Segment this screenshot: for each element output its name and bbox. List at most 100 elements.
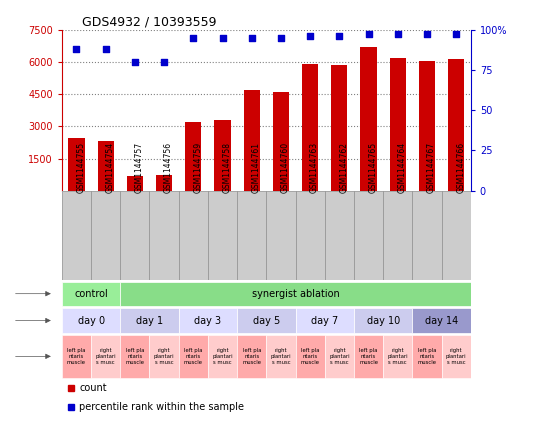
Point xyxy=(393,31,402,38)
Bar xyxy=(360,47,377,191)
Bar xyxy=(302,64,318,191)
Text: day 7: day 7 xyxy=(311,316,338,326)
Text: percentile rank within the sample: percentile rank within the sample xyxy=(80,402,244,412)
Text: GSM1144765: GSM1144765 xyxy=(369,142,378,193)
Point xyxy=(335,33,344,39)
Bar xyxy=(150,335,179,378)
Bar xyxy=(208,191,237,280)
Bar xyxy=(179,191,208,280)
Text: GSM1144757: GSM1144757 xyxy=(135,142,144,193)
Bar xyxy=(331,65,348,191)
Bar xyxy=(121,191,150,280)
Bar xyxy=(412,335,442,378)
Bar xyxy=(448,59,464,191)
Bar xyxy=(442,335,471,378)
Bar xyxy=(442,191,471,280)
Text: day 1: day 1 xyxy=(136,316,163,326)
Bar xyxy=(237,191,266,280)
Bar xyxy=(62,335,91,378)
Bar xyxy=(237,308,295,332)
Text: GDS4932 / 10393559: GDS4932 / 10393559 xyxy=(82,16,217,28)
Bar xyxy=(412,308,471,332)
Bar xyxy=(185,122,201,191)
Text: day 5: day 5 xyxy=(253,316,280,326)
Bar xyxy=(354,335,383,378)
Bar xyxy=(98,141,114,191)
Bar xyxy=(273,92,289,191)
Bar xyxy=(68,138,84,191)
Bar xyxy=(91,191,121,280)
Text: GSM1144754: GSM1144754 xyxy=(105,142,115,193)
Point xyxy=(452,31,461,38)
Point xyxy=(364,31,373,38)
Point xyxy=(218,34,227,41)
Text: GSM1144760: GSM1144760 xyxy=(281,142,290,193)
Bar xyxy=(295,335,325,378)
Text: GSM1144758: GSM1144758 xyxy=(223,143,231,193)
Bar xyxy=(266,335,295,378)
Text: left pla
ntaris
muscle: left pla ntaris muscle xyxy=(242,348,261,365)
Text: GSM1144764: GSM1144764 xyxy=(398,142,407,193)
Text: left pla
ntaris
muscle: left pla ntaris muscle xyxy=(125,348,144,365)
Text: right
plantari
s musc: right plantari s musc xyxy=(95,348,116,365)
Point xyxy=(189,34,197,41)
Text: right
plantari
s musc: right plantari s musc xyxy=(446,348,466,365)
Bar xyxy=(266,191,295,280)
Point xyxy=(247,34,256,41)
Bar xyxy=(383,335,412,378)
Text: left pla
ntaris
muscle: left pla ntaris muscle xyxy=(417,348,436,365)
Text: day 10: day 10 xyxy=(366,316,400,326)
Bar xyxy=(208,335,237,378)
Text: right
plantari
s musc: right plantari s musc xyxy=(271,348,291,365)
Text: left pla
ntaris
muscle: left pla ntaris muscle xyxy=(67,348,86,365)
Bar xyxy=(325,335,354,378)
Text: right
plantari
s musc: right plantari s musc xyxy=(154,348,174,365)
Bar xyxy=(121,282,471,306)
Text: GSM1144756: GSM1144756 xyxy=(164,142,173,193)
Bar xyxy=(354,308,412,332)
Bar xyxy=(179,308,237,332)
Bar xyxy=(419,61,435,191)
Bar xyxy=(121,335,150,378)
Bar xyxy=(150,191,179,280)
Bar xyxy=(354,191,383,280)
Bar xyxy=(383,191,412,280)
Text: right
plantari
s musc: right plantari s musc xyxy=(212,348,233,365)
Text: day 0: day 0 xyxy=(77,316,104,326)
Text: control: control xyxy=(74,288,108,299)
Bar xyxy=(244,90,260,191)
Bar xyxy=(179,335,208,378)
Text: left pla
ntaris
muscle: left pla ntaris muscle xyxy=(359,348,378,365)
Text: day 14: day 14 xyxy=(425,316,458,326)
Bar xyxy=(127,176,143,191)
Point xyxy=(131,58,139,65)
Text: synergist ablation: synergist ablation xyxy=(252,288,339,299)
Text: GSM1144767: GSM1144767 xyxy=(427,142,436,193)
Bar xyxy=(91,335,121,378)
Point xyxy=(160,58,168,65)
Bar xyxy=(62,282,121,306)
Point xyxy=(72,46,81,52)
Point xyxy=(277,34,285,41)
Text: left pla
ntaris
muscle: left pla ntaris muscle xyxy=(184,348,203,365)
Point xyxy=(306,33,314,39)
Bar xyxy=(412,191,442,280)
Text: GSM1144761: GSM1144761 xyxy=(252,143,261,193)
Bar xyxy=(237,335,266,378)
Text: GSM1144759: GSM1144759 xyxy=(193,142,202,193)
Bar xyxy=(325,191,354,280)
Text: GSM1144766: GSM1144766 xyxy=(456,142,465,193)
Bar xyxy=(62,191,91,280)
Bar xyxy=(156,175,172,191)
Text: day 3: day 3 xyxy=(194,316,222,326)
Text: GSM1144763: GSM1144763 xyxy=(310,142,319,193)
Bar xyxy=(215,120,230,191)
Point xyxy=(423,31,431,38)
Text: right
plantari
s musc: right plantari s musc xyxy=(329,348,350,365)
Bar xyxy=(390,58,406,191)
Bar xyxy=(121,308,179,332)
Text: count: count xyxy=(80,383,107,393)
Text: right
plantari
s musc: right plantari s musc xyxy=(387,348,408,365)
Bar xyxy=(295,191,325,280)
Text: GSM1144762: GSM1144762 xyxy=(339,143,348,193)
